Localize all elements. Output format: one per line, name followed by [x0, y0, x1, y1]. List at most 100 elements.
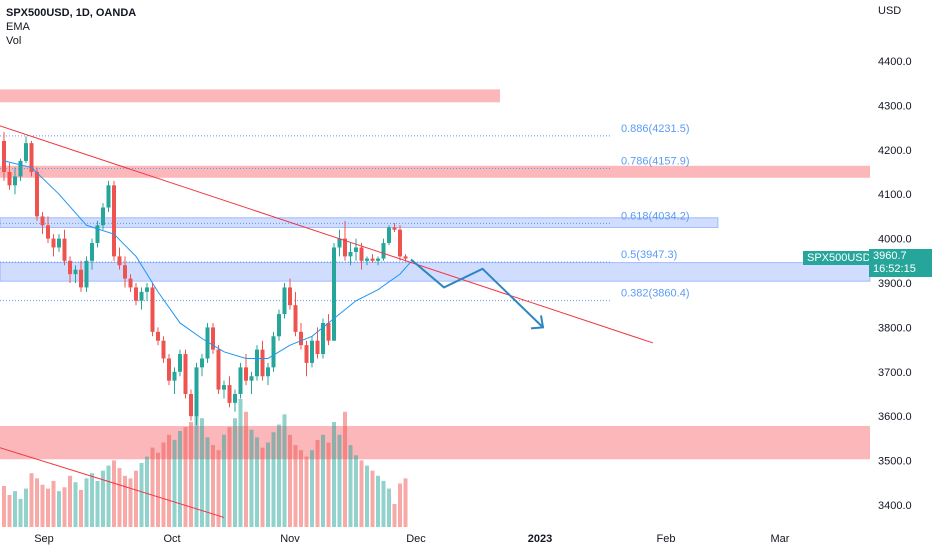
candle-body — [29, 143, 34, 172]
price-tick-label: 4400.0 — [878, 56, 912, 68]
volume-bar — [46, 488, 50, 527]
candle-body — [348, 251, 353, 257]
candle — [24, 136, 28, 164]
candle-body — [376, 258, 380, 261]
candle — [266, 362, 270, 386]
resistance-zone — [0, 165, 870, 178]
candle — [161, 336, 166, 363]
volume-bar — [112, 460, 116, 527]
volume-bar — [194, 405, 199, 527]
candle — [156, 327, 160, 346]
volume-indicator-label[interactable]: Vol — [6, 35, 22, 47]
candle-body — [117, 256, 122, 266]
volume-bar — [277, 424, 281, 527]
candle — [310, 336, 314, 368]
volume-bar — [260, 447, 265, 527]
candle — [271, 331, 276, 372]
candle — [255, 345, 259, 381]
candle-body — [200, 358, 204, 368]
volume-bar — [216, 450, 221, 527]
candle — [40, 211, 45, 235]
candle-body — [13, 176, 17, 186]
volume-bar — [128, 478, 133, 527]
currency-label[interactable]: USD — [878, 5, 902, 17]
volume-bar — [376, 475, 380, 527]
volume-bar — [299, 450, 303, 527]
candle — [376, 256, 380, 266]
candle-body — [18, 160, 23, 177]
volume-bar — [95, 480, 100, 527]
candle-body — [277, 314, 281, 337]
volume-bar — [183, 427, 188, 527]
candle — [337, 229, 342, 257]
projection-arrowhead — [530, 315, 545, 330]
volume-bar — [211, 445, 215, 527]
candle-body — [321, 322, 325, 355]
volume-bar — [315, 439, 320, 527]
price-tick-label: 4300.0 — [878, 100, 912, 112]
candle — [403, 254, 408, 261]
candle — [288, 278, 292, 310]
candle-body — [288, 287, 292, 306]
volume-bar — [123, 475, 127, 527]
volume-bar — [288, 434, 292, 527]
volume-bar — [145, 456, 149, 527]
candle — [79, 260, 83, 292]
time-axis[interactable]: Sep Oct Nov Dec 2023 Feb Mar — [34, 533, 790, 545]
candle-body — [365, 258, 369, 261]
candle — [139, 287, 144, 310]
candle-body — [2, 140, 6, 172]
candle — [211, 322, 215, 355]
candle-body — [326, 322, 331, 341]
candle-body — [227, 385, 232, 403]
candle-body — [178, 354, 182, 372]
candle — [222, 380, 226, 399]
symbol-label[interactable]: SPX500USD, 1D, OANDA — [6, 7, 137, 19]
candle-body — [189, 394, 193, 417]
price-tick-label: 3600.0 — [878, 411, 912, 423]
candle-body — [337, 238, 342, 248]
candle-body — [90, 243, 94, 261]
candle — [277, 309, 281, 341]
price-tick-label: 4100.0 — [878, 189, 912, 201]
candle-body — [260, 349, 265, 377]
price-tick-label: 4000.0 — [878, 234, 912, 246]
volume-bar — [51, 480, 56, 527]
price-tick-label: 3700.0 — [878, 367, 912, 379]
candle-body — [387, 227, 391, 244]
candle — [13, 167, 17, 195]
price-tick-label: 3400.0 — [878, 500, 912, 512]
candle — [167, 354, 171, 386]
fib-level-label: 0.886(4231.5) — [621, 123, 690, 135]
candle — [123, 256, 127, 288]
volume-bar — [150, 447, 155, 527]
candle-body — [128, 278, 133, 288]
volume-bar — [392, 503, 397, 527]
volume-bar — [387, 488, 391, 527]
support-zone — [0, 217, 719, 228]
volume-bar — [18, 498, 23, 527]
volume-bar — [370, 470, 375, 527]
volume-bar — [7, 495, 12, 527]
volume-bar — [139, 463, 144, 527]
fib-level-label: 0.786(4157.9) — [621, 155, 690, 167]
volume-bar — [304, 456, 309, 527]
volume-bar — [62, 487, 67, 527]
chart-legend: SPX500USD, 1D, OANDA EMA Vol — [6, 6, 136, 48]
ema-indicator-label[interactable]: EMA — [6, 21, 30, 33]
price-axis[interactable]: 4400.0 4300.0 4200.0 4100.0 4000.0 3900.0 3800… — [0, 56, 912, 512]
candle-body — [381, 243, 386, 259]
candle — [365, 256, 369, 266]
candle-body — [299, 331, 303, 346]
symbol-price-tag: SPX500USD — [803, 251, 875, 265]
bar-countdown: 16:52:15 — [873, 263, 916, 275]
volume-bar — [249, 429, 254, 527]
volume-bar — [227, 427, 232, 527]
candle — [216, 345, 221, 394]
volume-bar — [24, 488, 28, 527]
candle-body — [51, 238, 56, 248]
candle — [35, 167, 39, 221]
candle — [205, 322, 210, 363]
candle-body — [392, 227, 397, 230]
